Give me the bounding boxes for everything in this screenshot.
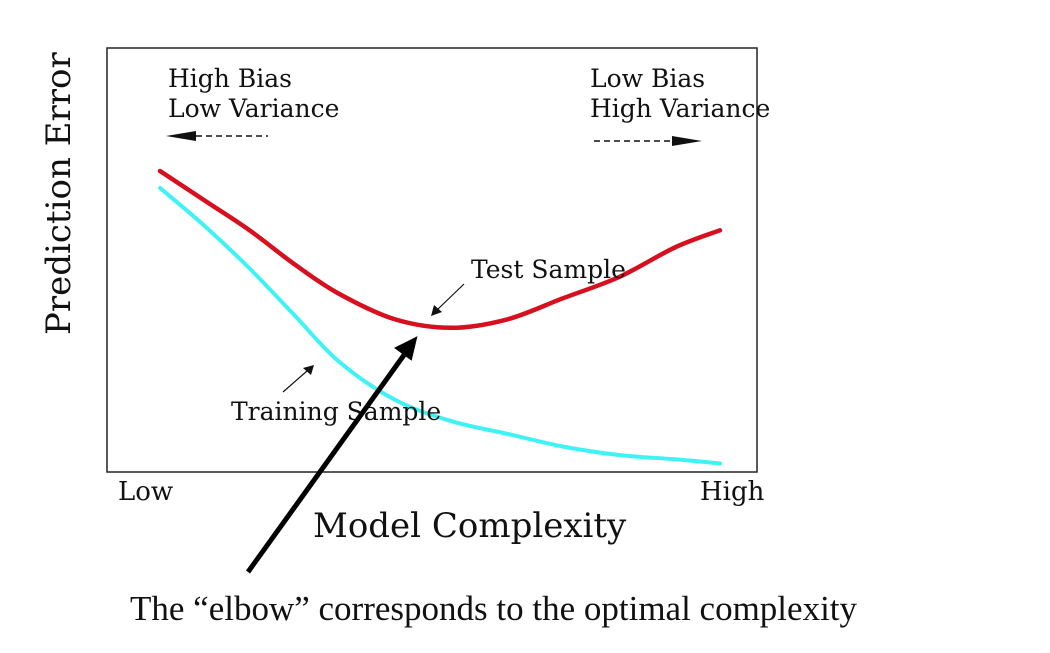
- annotation-high-bias-line1: High Bias: [168, 64, 292, 93]
- chart-caption: The “elbow” corresponds to the optimal c…: [130, 589, 858, 628]
- high-bias-arrowhead-icon: [166, 131, 196, 141]
- annotation-high-bias-line2: Low Variance: [168, 94, 339, 123]
- elbow-arrowhead-icon: [394, 336, 418, 361]
- annotation-low-bias-line2: High Variance: [590, 94, 770, 123]
- series-line-training-sample: [158, 185, 722, 466]
- training-sample-pointer-line: [282, 370, 308, 393]
- elbow-arrow-shaft: [245, 353, 407, 574]
- series-line-test-sample: [157, 168, 723, 331]
- test-sample-label: Test Sample: [471, 255, 626, 284]
- x-tick-label-low: Low: [118, 477, 173, 507]
- training-sample-label: Training Sample: [231, 397, 441, 426]
- annotation-low-bias-line1: Low Bias: [590, 64, 705, 93]
- x-axis-label: Model Complexity: [313, 506, 627, 546]
- plot-frame: [106, 47, 758, 473]
- test-sample-pointer-arrowhead-icon: [431, 305, 442, 316]
- test-sample-pointer-line: [437, 283, 465, 310]
- y-axis-label: Prediction Error: [39, 52, 79, 335]
- x-tick-label-high: High: [700, 477, 765, 507]
- training-sample-pointer-arrowhead-icon: [303, 365, 314, 375]
- low-bias-arrowhead-icon: [672, 136, 702, 146]
